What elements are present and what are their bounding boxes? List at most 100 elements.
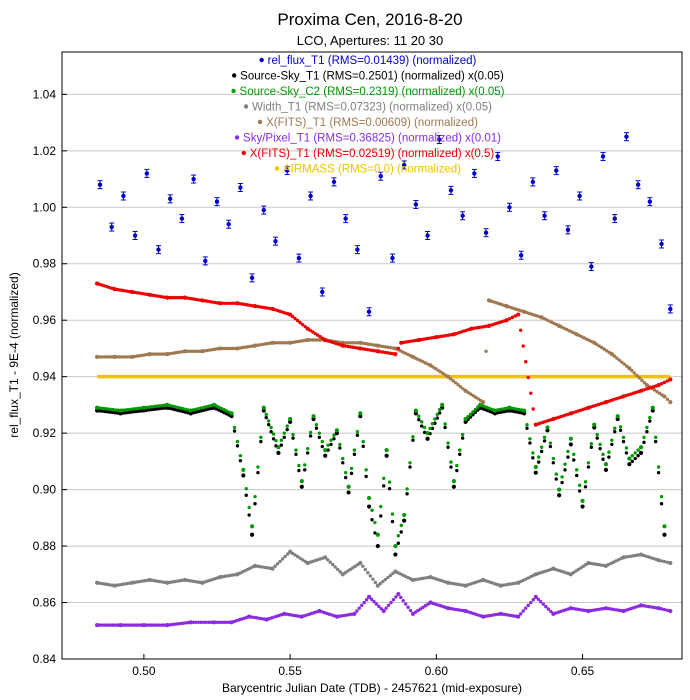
trace-point bbox=[295, 554, 300, 559]
trace-point bbox=[313, 338, 317, 342]
data-point bbox=[305, 337, 310, 343]
data-point bbox=[299, 614, 304, 619]
data-point bbox=[589, 264, 594, 269]
trace-point bbox=[388, 351, 393, 355]
trace-point bbox=[195, 580, 200, 584]
trace-point bbox=[468, 392, 473, 396]
trace-point bbox=[138, 354, 142, 358]
data-point bbox=[179, 216, 185, 221]
trace-point bbox=[188, 296, 192, 301]
trace-point bbox=[657, 391, 662, 395]
data-point bbox=[94, 281, 100, 286]
trace-point bbox=[418, 577, 423, 581]
legend-entry: Source-Sky_C2 (RMS=0.2319) (normalized) … bbox=[240, 86, 505, 98]
trace-point bbox=[473, 395, 478, 399]
data-point bbox=[413, 408, 418, 413]
data-point bbox=[533, 422, 538, 427]
data-point bbox=[358, 411, 363, 416]
trace-point bbox=[230, 346, 235, 351]
trace-point bbox=[601, 452, 605, 457]
trace-point bbox=[406, 605, 410, 609]
data-point bbox=[416, 337, 421, 343]
trace-point bbox=[136, 623, 141, 627]
trace-point bbox=[125, 355, 129, 359]
trace-point bbox=[634, 553, 638, 558]
trace-point bbox=[407, 339, 411, 344]
trace-point bbox=[615, 356, 619, 360]
trace-point bbox=[404, 340, 408, 344]
trace-point bbox=[105, 410, 110, 414]
trace-point bbox=[576, 607, 581, 612]
trace-point bbox=[308, 434, 313, 438]
data-point bbox=[551, 611, 556, 616]
trace-point bbox=[320, 444, 324, 449]
data-point bbox=[375, 583, 380, 588]
trace-point bbox=[253, 502, 257, 506]
data-point bbox=[320, 289, 325, 295]
trace-point bbox=[362, 600, 366, 605]
data-point bbox=[340, 343, 345, 348]
data-point bbox=[346, 490, 351, 495]
trace-point bbox=[373, 580, 378, 585]
data-point bbox=[402, 512, 407, 518]
trace-point bbox=[453, 582, 458, 586]
trace-point bbox=[471, 393, 475, 398]
trace-point bbox=[364, 468, 368, 472]
data-point bbox=[410, 611, 416, 616]
legend: rel_flux_T1 (RMS=0.01439) (normalized) So… bbox=[231, 55, 505, 176]
trace-point bbox=[439, 334, 444, 339]
trace-point bbox=[525, 422, 529, 427]
trace-point bbox=[662, 607, 667, 612]
trace-point bbox=[618, 428, 623, 433]
trace-point bbox=[188, 349, 192, 353]
trace-point bbox=[170, 622, 175, 627]
data-point bbox=[118, 623, 123, 628]
trace-point bbox=[364, 474, 368, 479]
trace-point bbox=[648, 415, 652, 420]
x-axis: 0.50 0.55 0.60 0.65 bbox=[132, 654, 595, 678]
trace-point bbox=[363, 347, 368, 351]
trace-point bbox=[575, 468, 579, 472]
trace-point bbox=[298, 339, 302, 343]
trace-point bbox=[635, 373, 639, 378]
trace-point bbox=[644, 604, 648, 608]
trace-point bbox=[232, 429, 237, 433]
data-point bbox=[366, 309, 372, 314]
trace-point bbox=[181, 406, 185, 411]
data-point bbox=[463, 608, 468, 614]
trace-point bbox=[260, 305, 265, 310]
data-point bbox=[384, 447, 389, 453]
trace-point bbox=[611, 607, 616, 612]
trace-point bbox=[451, 581, 455, 586]
data-point bbox=[451, 479, 456, 484]
trace-point bbox=[175, 295, 180, 300]
data-point bbox=[445, 374, 451, 379]
trace-point bbox=[453, 607, 458, 612]
trace-point bbox=[363, 341, 368, 346]
trace-point bbox=[103, 409, 107, 414]
trace-point bbox=[122, 289, 127, 293]
trace-point bbox=[436, 368, 440, 372]
data-point bbox=[229, 411, 234, 416]
trace-point bbox=[313, 331, 317, 336]
trace-point bbox=[131, 407, 136, 411]
trace-point bbox=[417, 414, 421, 418]
trace-point bbox=[458, 452, 462, 457]
trace-point bbox=[178, 295, 182, 300]
trace-point bbox=[181, 621, 185, 625]
trace-point bbox=[303, 468, 307, 472]
trace-point bbox=[466, 414, 470, 419]
data-point bbox=[516, 312, 521, 317]
data-point bbox=[132, 233, 138, 238]
legend-marker bbox=[274, 166, 280, 171]
data-point bbox=[627, 456, 632, 461]
trace-point bbox=[160, 352, 164, 356]
data-point bbox=[425, 436, 430, 441]
chart-title: Proxima Cen, 2016-8-20 bbox=[277, 10, 462, 29]
data-point bbox=[662, 524, 667, 529]
trace-point bbox=[416, 577, 420, 581]
trace-point bbox=[107, 583, 112, 587]
trace-point bbox=[531, 456, 535, 460]
data-point bbox=[381, 608, 386, 614]
trace-point bbox=[343, 470, 348, 475]
